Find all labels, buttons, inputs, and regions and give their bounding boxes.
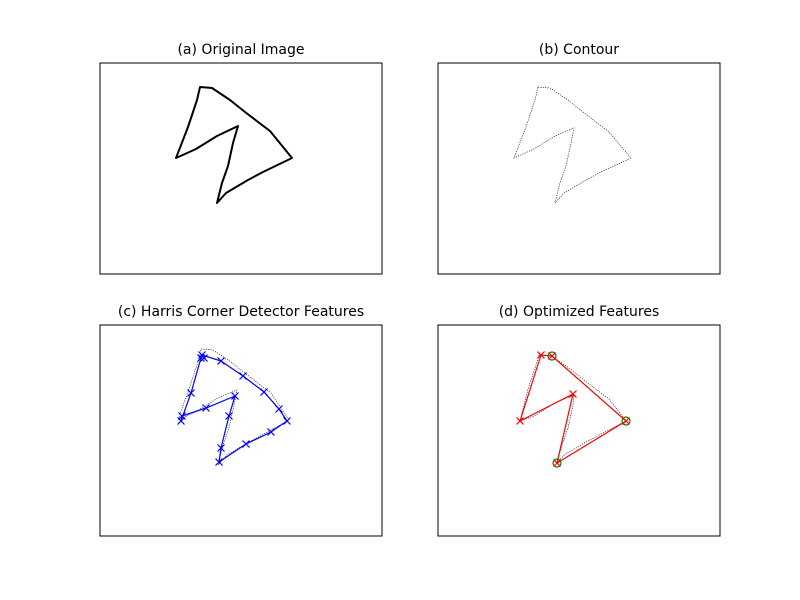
- panel-b-frame: [437, 62, 721, 275]
- optimized-feature-marker: [553, 459, 561, 467]
- optimized-feature-marker: [537, 351, 545, 359]
- panel-a-shape: [175, 86, 293, 204]
- harris-feature-marker: [217, 357, 225, 365]
- panel-c-title: (c) Harris Corner Detector Features: [117, 304, 365, 320]
- panel-c-feature-path: [180, 354, 288, 464]
- optimized-feature-marker: [569, 390, 577, 398]
- harris-feature-marker: [197, 354, 205, 362]
- optimized-feature-marker: [622, 417, 630, 425]
- panel-d-title: (d) Optimized Features: [498, 304, 660, 320]
- harris-feature-marker: [231, 392, 239, 400]
- harris-feature-marker: [177, 417, 185, 425]
- panel-c-frame: [99, 324, 383, 537]
- harris-feature-marker: [215, 458, 223, 466]
- corner-circle-marker: [547, 351, 557, 361]
- panel-c-contour: [177, 348, 290, 466]
- harris-feature-marker: [260, 388, 268, 396]
- panel-b-contour: [513, 86, 632, 204]
- panel-a-frame: [99, 62, 383, 275]
- optimized-feature-marker: [548, 352, 556, 360]
- corner-circle-marker: [621, 416, 631, 426]
- harris-feature-marker: [242, 440, 250, 448]
- harris-feature-marker: [200, 354, 208, 362]
- harris-feature-marker: [217, 444, 225, 452]
- harris-feature-marker: [267, 428, 275, 436]
- panel-b-title: (b) Contour: [538, 42, 620, 58]
- panel-d-plot: [516, 351, 631, 468]
- optimized-feature-marker: [516, 417, 524, 425]
- harris-feature-marker: [202, 404, 210, 412]
- harris-feature-marker: [187, 389, 195, 397]
- panel-d-contour: [519, 354, 627, 464]
- harris-feature-marker: [275, 405, 283, 413]
- panel-d-frame: [437, 324, 721, 537]
- panel-a-title: (a) Original Image: [177, 42, 305, 58]
- harris-feature-marker: [283, 417, 291, 425]
- corner-circle-marker: [552, 458, 562, 468]
- harris-feature-marker: [239, 372, 247, 380]
- harris-feature-marker: [225, 412, 233, 420]
- panel-c-plot: [177, 348, 291, 466]
